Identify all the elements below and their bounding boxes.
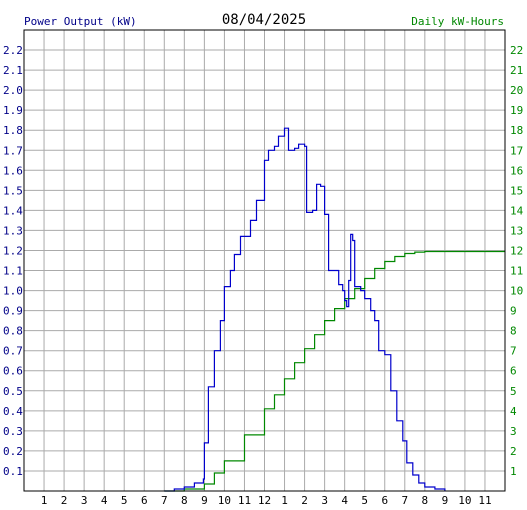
grid (24, 30, 505, 491)
y-right-tick-label: 1 (510, 465, 517, 478)
y-right-tick-label: 15 (510, 184, 523, 197)
x-tick-label: 11 (478, 494, 491, 507)
x-tick-label: 6 (141, 494, 148, 507)
x-tick-label: 8 (181, 494, 188, 507)
x-tick-label: 4 (101, 494, 108, 507)
x-tick-label: 7 (401, 494, 408, 507)
y-right-tick-label: 9 (510, 305, 517, 318)
y-right-tick-label: 4 (510, 405, 517, 418)
y-left-tick-label: 1.8 (3, 124, 23, 137)
x-tick-label: 12 (258, 494, 271, 507)
x-tick-label: 7 (161, 494, 168, 507)
y-left-tick-label: 0.3 (3, 425, 23, 438)
x-tick-label: 5 (121, 494, 128, 507)
x-tick-label: 2 (301, 494, 308, 507)
series-line-energy (164, 250, 505, 492)
y-left-tick-label: 2.1 (3, 64, 23, 77)
y-right-tick-label: 19 (510, 104, 523, 117)
y-right-tick-label: 14 (510, 204, 524, 217)
y-right-tick-label: 21 (510, 64, 523, 77)
y-left-tick-label: 0.9 (3, 305, 23, 318)
y-right-tick-label: 22 (510, 44, 523, 57)
x-tick-label: 5 (361, 494, 368, 507)
x-tick-label: 9 (201, 494, 208, 507)
y-right-tick-label: 3 (510, 425, 517, 438)
x-tick-label: 9 (442, 494, 449, 507)
x-tick-label: 10 (218, 494, 231, 507)
x-tick-label: 8 (422, 494, 429, 507)
y-left-tick-label: 1.9 (3, 104, 23, 117)
y-left-tick-label: 1.0 (3, 285, 23, 298)
chart-title: 08/04/2025 (222, 12, 306, 28)
y-right-tick-label: 13 (510, 224, 523, 237)
y-left-tick-label: 1.4 (3, 204, 23, 217)
series-line-power (164, 127, 446, 492)
y-right-tick-label: 2 (510, 445, 517, 458)
y-left-tick-label: 0.7 (3, 345, 23, 358)
y-right-tick-label: 10 (510, 285, 523, 298)
y-left-tick-label: 0.2 (3, 445, 23, 458)
y-right-tick-label: 11 (510, 265, 523, 278)
y-right-tick-label: 6 (510, 365, 517, 378)
y-left-tick-label: 1.2 (3, 244, 23, 257)
x-tick-label: 1 (41, 494, 48, 507)
y-right-tick-label: 12 (510, 244, 523, 257)
y-left-tick-label: 1.6 (3, 164, 23, 177)
y-left-tick-label: 0.8 (3, 325, 23, 338)
y-right-tick-label: 20 (510, 84, 523, 97)
y-left-tick-label: 0.6 (3, 365, 23, 378)
y-left-tick-label: 1.5 (3, 184, 23, 197)
y-left-tick-label: 2.0 (3, 84, 23, 97)
x-tick-label: 11 (238, 494, 251, 507)
x-tick-label: 6 (381, 494, 388, 507)
y-left-tick-label: 2.2 (3, 44, 23, 57)
plot-frame (23, 29, 506, 492)
x-tick-label: 4 (341, 494, 348, 507)
y-left-tick-label: 1.7 (3, 144, 23, 157)
y-right-tick-label: 16 (510, 164, 523, 177)
y-left-tick-label: 0.4 (3, 405, 23, 418)
x-tick-label: 3 (81, 494, 88, 507)
y-left-tick-label: 0.1 (3, 465, 23, 478)
left-axis-ticks: 0.1 0.2 0.3 0.4 0.5 0.6 0.7 0.8 0.9 1.0 1.1 1.2 1.3 1… (3, 44, 23, 478)
x-tick-label: 2 (61, 494, 68, 507)
x-tick-label: 3 (321, 494, 328, 507)
y-left-tick-label: 1.3 (3, 224, 23, 237)
y-right-tick-label: 18 (510, 124, 523, 137)
y-left-tick-label: 1.1 (3, 265, 23, 278)
x-tick-label: 1 (281, 494, 288, 507)
y-left-tick-label: 0.5 (3, 385, 23, 398)
left-axis-label: Power Output (kW) (24, 15, 137, 28)
y-right-tick-label: 5 (510, 385, 517, 398)
y-right-tick-label: 8 (510, 325, 517, 338)
right-axis-label: Daily kW-Hours (411, 15, 504, 28)
x-axis-ticks: 1 2 3 4 5 6 7 8 9 10 11 12 1 2 3 4 5 6 7 8 9 10 11 (41, 494, 492, 507)
y-right-tick-label: 7 (510, 345, 517, 358)
x-tick-label: 10 (458, 494, 471, 507)
y-right-tick-label: 17 (510, 144, 523, 157)
